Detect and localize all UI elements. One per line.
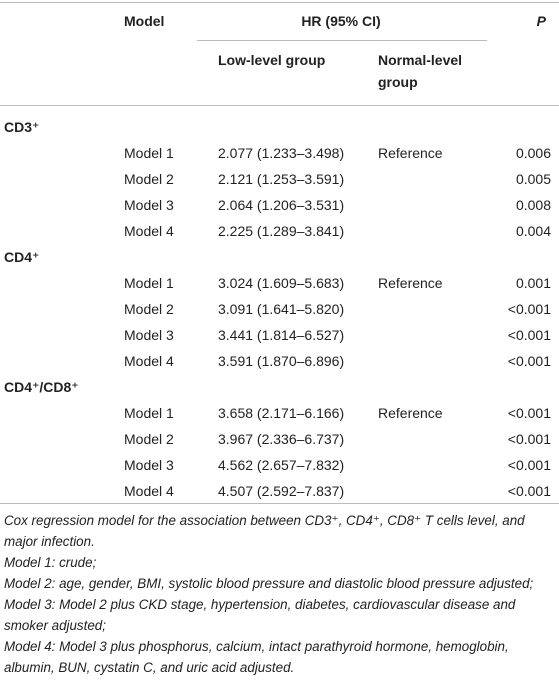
hr-rule (197, 40, 487, 41)
p-cell: <0.001 (507, 327, 551, 343)
p-cell: <0.001 (507, 301, 551, 317)
header-rule (0, 105, 559, 106)
p-cell: <0.001 (507, 431, 551, 447)
p-cell: 0.001 (515, 275, 551, 291)
p-cell: <0.001 (507, 353, 551, 369)
hr-cell: 2.077 (1.233–3.498) (218, 145, 345, 161)
model-cell: Model 3 (124, 327, 174, 343)
p-cell: 0.008 (515, 197, 551, 213)
p-cell: 0.005 (515, 171, 551, 187)
hr-cell: 3.591 (1.870–6.896) (218, 353, 345, 369)
group-label: CD3⁺ (4, 119, 40, 135)
hr-cell: 2.121 (1.253–3.591) (218, 171, 345, 187)
footnote: Model 3: Model 2 plus CKD stage, hyperte… (4, 597, 516, 633)
model-cell: Model 1 (124, 145, 174, 161)
hr-cell: 4.562 (2.657–7.832) (218, 457, 345, 473)
footnote: Model 2: age, gender, BMI, systolic bloo… (4, 576, 534, 591)
col-subheader: Normal-level group (378, 52, 463, 90)
model-cell: Model 1 (124, 275, 174, 291)
footnote: Model 1: crude; (4, 555, 97, 570)
bottom-rule (0, 503, 559, 504)
footnotes: Cox regression model for the association… (4, 510, 552, 678)
col-header: HR (95% CI) (301, 13, 381, 29)
model-cell: Model 1 (124, 405, 174, 421)
hr-cell: 3.024 (1.609–5.683) (218, 275, 345, 291)
model-cell: Model 4 (124, 223, 174, 239)
col-subheader: Low-level group (218, 52, 326, 68)
p-cell: <0.001 (507, 405, 551, 421)
top-rule (0, 2, 559, 3)
group-label: CD4⁺ (4, 249, 40, 265)
normal-cell: Reference (378, 275, 443, 291)
hr-cell: 2.064 (1.206–3.531) (218, 197, 345, 213)
model-cell: Model 4 (124, 483, 174, 499)
footnote: Cox regression model for the association… (4, 513, 525, 549)
hr-cell: 3.967 (2.336–6.737) (218, 431, 345, 447)
normal-cell: Reference (378, 405, 443, 421)
hr-cell: 4.507 (2.592–7.837) (218, 483, 345, 499)
col-header: Model (124, 13, 165, 29)
model-cell: Model 3 (124, 457, 174, 473)
model-cell: Model 2 (124, 431, 174, 447)
footnote: Model 4: Model 3 plus phosphorus, calciu… (4, 639, 509, 675)
hr-cell: 3.091 (1.641–5.820) (218, 301, 345, 317)
model-cell: Model 3 (124, 197, 174, 213)
p-cell: 0.004 (515, 223, 551, 239)
col-header: P (536, 13, 546, 29)
hr-cell: 3.658 (2.171–6.166) (218, 405, 345, 421)
p-cell: 0.006 (515, 145, 551, 161)
p-cell: <0.001 (507, 457, 551, 473)
model-cell: Model 4 (124, 353, 174, 369)
hr-cell: 3.441 (1.814–6.527) (218, 327, 345, 343)
p-cell: <0.001 (507, 483, 551, 499)
model-cell: Model 2 (124, 171, 174, 187)
hr-cell: 2.225 (1.289–3.841) (218, 223, 345, 239)
model-cell: Model 2 (124, 301, 174, 317)
group-label: CD4⁺/CD8⁺ (4, 379, 79, 395)
normal-cell: Reference (378, 145, 443, 161)
